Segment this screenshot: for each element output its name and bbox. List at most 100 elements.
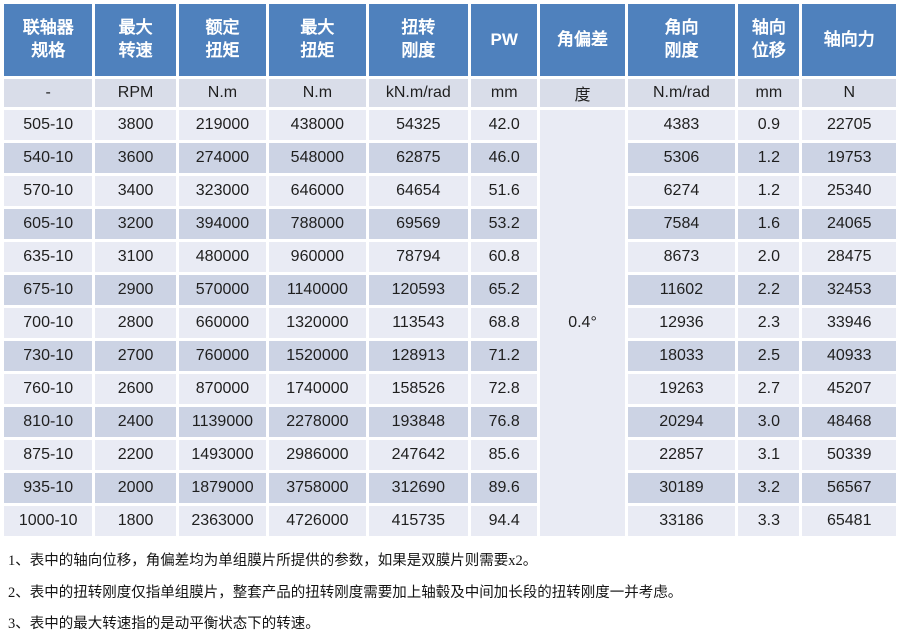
table-row: 675-10 2900 570000 1140000 120593 65.2 11602 2.…: [4, 275, 896, 305]
rated-torque-cell: 660000: [178, 308, 267, 338]
coupling-spec-table: 联轴器 规格 最大 转速 额定 扭矩 最大 扭矩 扭转 刚度 PW 角偏差 角向…: [1, 1, 899, 539]
axial-force-cell: 32453: [802, 275, 896, 305]
max-torque-cell: 438000: [269, 110, 366, 140]
axial-displacement-cell: 2.5: [738, 341, 800, 371]
footnotes: 1、表中的轴向位移，角偏差均为单组膜片所提供的参数，如果是双膜片则需要x2。 2…: [8, 552, 893, 635]
max-torque-cell: 548000: [269, 143, 366, 173]
table-row: 1000-10 1800 2363000 4726000 415735 94.4 33186…: [4, 506, 896, 536]
max-speed-cell: 3800: [95, 110, 176, 140]
spec-cell: 570-10: [4, 176, 93, 206]
axial-displacement-cell: 1.2: [738, 143, 800, 173]
max-speed-cell: 2800: [95, 308, 176, 338]
angular-stiffness-cell: 4383: [627, 110, 736, 140]
max-torque-cell: 1320000: [269, 308, 366, 338]
axial-displacement-cell: 2.2: [738, 275, 800, 305]
torsional-stiffness-cell: 69569: [368, 209, 469, 239]
angular-stiffness-cell: 5306: [627, 143, 736, 173]
torsional-stiffness-cell: 158526: [368, 374, 469, 404]
axial-displacement-cell: 3.1: [738, 440, 800, 470]
axial-displacement-cell: 3.0: [738, 407, 800, 437]
axial-displacement-cell: 2.0: [738, 242, 800, 272]
pw-cell: 94.4: [471, 506, 538, 536]
pw-cell: 51.6: [471, 176, 538, 206]
rated-torque-cell: 323000: [178, 176, 267, 206]
header-pw: PW: [471, 4, 538, 76]
header-row: 联轴器 规格 最大 转速 额定 扭矩 最大 扭矩 扭转 刚度 PW 角偏差 角向…: [4, 4, 896, 76]
header-angular-deviation: 角偏差: [540, 4, 625, 76]
axial-displacement-cell: 2.3: [738, 308, 800, 338]
header-torsional-stiffness: 扭转 刚度: [368, 4, 469, 76]
torsional-stiffness-cell: 64654: [368, 176, 469, 206]
spec-cell: 730-10: [4, 341, 93, 371]
axial-force-cell: 48468: [802, 407, 896, 437]
axial-force-cell: 56567: [802, 473, 896, 503]
pw-cell: 76.8: [471, 407, 538, 437]
footnote-2: 2、表中的扭转刚度仅指单组膜片，整套产品的扭转刚度需要加上轴毂及中间加长段的扭转…: [8, 584, 683, 601]
torsional-stiffness-cell: 120593: [368, 275, 469, 305]
table-row: 605-10 3200 394000 788000 69569 53.2 7584 1.6 24…: [4, 209, 896, 239]
pw-cell: 85.6: [471, 440, 538, 470]
table-row: 935-10 2000 1879000 3758000 312690 89.6 30189 3…: [4, 473, 896, 503]
max-torque-cell: 646000: [269, 176, 366, 206]
spec-cell: 875-10: [4, 440, 93, 470]
max-speed-cell: 2200: [95, 440, 176, 470]
rated-torque-cell: 480000: [178, 242, 267, 272]
max-speed-cell: 2600: [95, 374, 176, 404]
angular-stiffness-cell: 7584: [627, 209, 736, 239]
max-torque-cell: 2986000: [269, 440, 366, 470]
unit-max-speed: RPM: [95, 79, 176, 107]
spec-cell: 505-10: [4, 110, 93, 140]
spec-cell: 635-10: [4, 242, 93, 272]
max-torque-cell: 2278000: [269, 407, 366, 437]
rated-torque-cell: 1879000: [178, 473, 267, 503]
axial-force-cell: 22705: [802, 110, 896, 140]
max-torque-cell: 4726000: [269, 506, 366, 536]
spec-cell: 700-10: [4, 308, 93, 338]
spec-cell: 935-10: [4, 473, 93, 503]
axial-force-cell: 24065: [802, 209, 896, 239]
torsional-stiffness-cell: 312690: [368, 473, 469, 503]
header-angular-stiffness: 角向 刚度: [627, 4, 736, 76]
max-speed-cell: 3200: [95, 209, 176, 239]
max-speed-cell: 3100: [95, 242, 176, 272]
header-rated-torque: 额定 扭矩: [178, 4, 267, 76]
rated-torque-cell: 394000: [178, 209, 267, 239]
max-speed-cell: 3400: [95, 176, 176, 206]
axial-force-cell: 25340: [802, 176, 896, 206]
angular-stiffness-cell: 19263: [627, 374, 736, 404]
unit-pw: mm: [471, 79, 538, 107]
pw-cell: 60.8: [471, 242, 538, 272]
spec-cell: 605-10: [4, 209, 93, 239]
rated-torque-cell: 570000: [178, 275, 267, 305]
max-speed-cell: 2900: [95, 275, 176, 305]
angular-stiffness-cell: 22857: [627, 440, 736, 470]
torsional-stiffness-cell: 193848: [368, 407, 469, 437]
pw-cell: 89.6: [471, 473, 538, 503]
footnote-1: 1、表中的轴向位移，角偏差均为单组膜片所提供的参数，如果是双膜片则需要x2。: [8, 553, 538, 569]
max-speed-cell: 3600: [95, 143, 176, 173]
axial-force-cell: 50339: [802, 440, 896, 470]
unit-angular-deviation: 度: [540, 79, 625, 107]
pw-cell: 71.2: [471, 341, 538, 371]
spec-cell: 810-10: [4, 407, 93, 437]
axial-displacement-cell: 2.7: [738, 374, 800, 404]
axial-displacement-cell: 3.2: [738, 473, 800, 503]
torsional-stiffness-cell: 113543: [368, 308, 469, 338]
axial-force-cell: 28475: [802, 242, 896, 272]
max-speed-cell: 2400: [95, 407, 176, 437]
max-speed-cell: 2700: [95, 341, 176, 371]
max-torque-cell: 1520000: [269, 341, 366, 371]
table-row: 760-10 2600 870000 1740000 158526 72.8 19263 2.…: [4, 374, 896, 404]
axial-displacement-cell: 3.3: [738, 506, 800, 536]
rated-torque-cell: 760000: [178, 341, 267, 371]
rated-torque-cell: 1493000: [178, 440, 267, 470]
unit-angular-stiffness: N.m/rad: [627, 79, 736, 107]
pw-cell: 53.2: [471, 209, 538, 239]
axial-displacement-cell: 0.9: [738, 110, 800, 140]
max-torque-cell: 960000: [269, 242, 366, 272]
max-speed-cell: 2000: [95, 473, 176, 503]
max-torque-cell: 788000: [269, 209, 366, 239]
torsional-stiffness-cell: 415735: [368, 506, 469, 536]
angular-stiffness-cell: 11602: [627, 275, 736, 305]
torsional-stiffness-cell: 128913: [368, 341, 469, 371]
